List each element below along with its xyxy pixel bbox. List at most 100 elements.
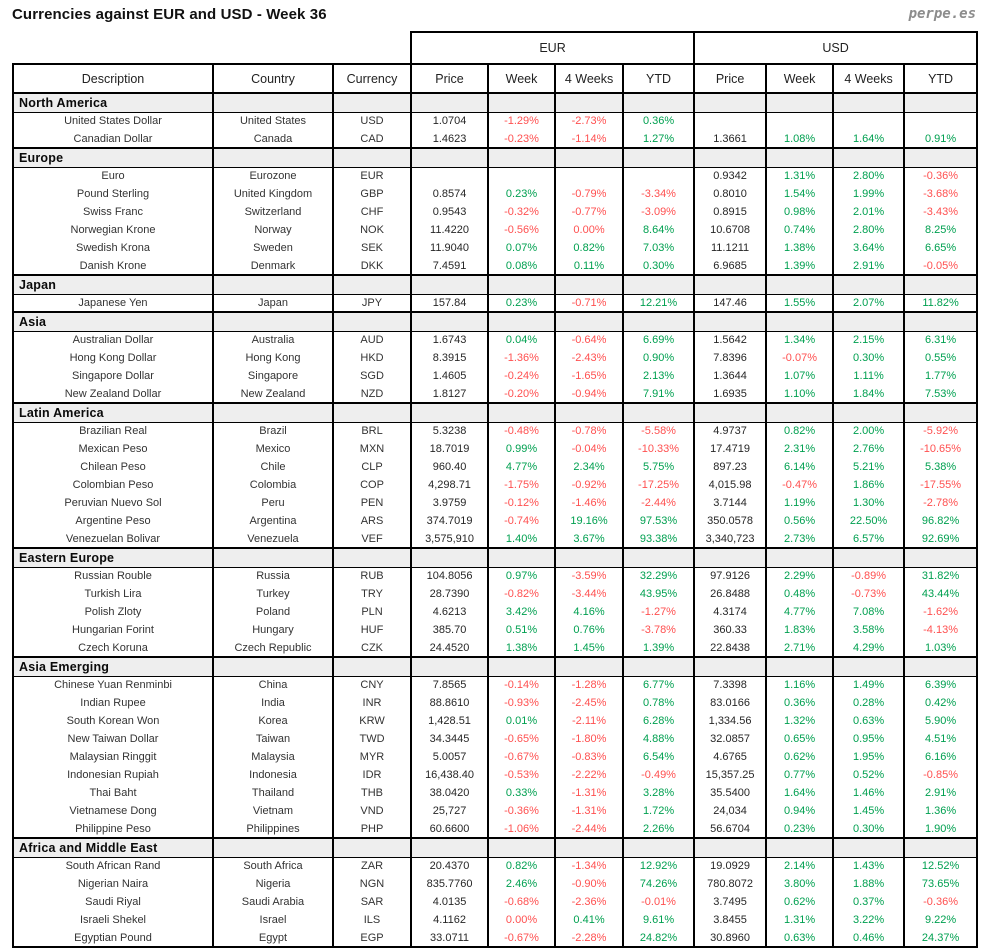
section-fill-eur-4weeks [554, 311, 625, 332]
table-head: EUR USD Description Country Currency Price Wee… [12, 31, 979, 94]
cell-description: Venezuelan Bolivar [12, 530, 214, 548]
cell-eur-price: 0.9543 [410, 203, 490, 221]
section-fill-eur-price [410, 274, 490, 295]
table-row: Colombian Peso Colombia COP 4,298.71 -1.75% -… [12, 476, 979, 494]
cell-usd-price: 32.0857 [693, 730, 768, 748]
cell-eur-price: 5.0057 [410, 748, 490, 766]
cell-eur-4weeks: -2.45% [554, 694, 625, 712]
cell-country: United States [212, 112, 334, 130]
column-header-description: Description [12, 63, 214, 94]
section-fill-eur-4weeks [554, 274, 625, 295]
section-fill-eur-price [410, 656, 490, 677]
cell-currency: CHF [331, 203, 413, 221]
column-header-eur-price: Price [410, 63, 490, 94]
cell-eur-price: 3.9759 [410, 494, 490, 512]
cell-usd-4weeks: 2.01% [832, 203, 906, 221]
cell-description: Philippine Peso [12, 820, 214, 838]
cell-eur-4weeks: -1.31% [554, 802, 625, 820]
section-fill-usd-4weeks [832, 656, 906, 677]
cell-currency: PLN [331, 603, 413, 621]
cell-eur-price: 7.8565 [410, 676, 490, 694]
section-fill-eur-price [410, 147, 490, 168]
cell-country: South Africa [212, 857, 334, 875]
cell-eur-4weeks: -3.59% [554, 567, 625, 585]
cell-eur-price: 25,727 [410, 802, 490, 820]
cell-eur-4weeks: -1.31% [554, 784, 625, 802]
section-fill-usd-4weeks [832, 402, 906, 423]
cell-usd-4weeks: 2.07% [832, 294, 906, 312]
cell-country: Russia [212, 567, 334, 585]
cell-eur-price: 24.4520 [410, 639, 490, 657]
cell-usd-4weeks: 22.50% [832, 512, 906, 530]
section-fill-usd-ytd [903, 274, 979, 295]
cell-country: Venezuela [212, 530, 334, 548]
section-fill-usd-week [765, 147, 835, 168]
section-fill-usd-4weeks [832, 92, 906, 113]
cell-usd-price [693, 112, 768, 130]
table-row: Thai Baht Thailand THB 38.0420 0.33% -1.31% 3.… [12, 784, 979, 802]
cell-country: Norway [212, 221, 334, 239]
cell-eur-price: 8.3915 [410, 349, 490, 367]
cell-eur-price: 835.7760 [410, 875, 490, 893]
cell-currency: BRL [331, 422, 413, 440]
table-row: Malaysian Ringgit Malaysia MYR 5.0057 -0.67%… [12, 748, 979, 766]
cell-eur-ytd: 1.39% [622, 639, 696, 657]
cell-usd-price: 4.3174 [693, 603, 768, 621]
cell-eur-4weeks: -0.90% [554, 875, 625, 893]
section-fill-eur-week [487, 274, 557, 295]
cell-usd-week: 1.54% [765, 185, 835, 203]
cell-usd-ytd: -4.13% [903, 621, 979, 639]
group-header-usd: USD [693, 31, 979, 65]
cell-description: Colombian Peso [12, 476, 214, 494]
cell-country: Peru [212, 494, 334, 512]
cell-currency: HKD [331, 349, 413, 367]
section-fill-eur-price [410, 837, 490, 858]
cell-description: Peruvian Nuevo Sol [12, 494, 214, 512]
cell-usd-ytd: -3.68% [903, 185, 979, 203]
section-fill-usd-price [693, 92, 768, 113]
cell-country: New Zealand [212, 385, 334, 403]
cell-usd-ytd: 2.91% [903, 784, 979, 802]
section-fill-eur-week [487, 92, 557, 113]
cell-country: Canada [212, 130, 334, 148]
column-header-row: Description Country Currency Price Week 4 Wee… [12, 63, 979, 94]
cell-country: Argentina [212, 512, 334, 530]
cell-usd-week: 0.77% [765, 766, 835, 784]
cell-usd-ytd: -17.55% [903, 476, 979, 494]
cell-usd-week: 2.71% [765, 639, 835, 657]
cell-description: Nigerian Naira [12, 875, 214, 893]
cell-eur-price: 0.8574 [410, 185, 490, 203]
section-fill-usd-4weeks [832, 147, 906, 168]
section-fill-eur-ytd [622, 656, 696, 677]
cell-description: Argentine Peso [12, 512, 214, 530]
cell-eur-ytd: -0.01% [622, 893, 696, 911]
cell-usd-ytd: 0.42% [903, 694, 979, 712]
cell-eur-4weeks: 0.00% [554, 221, 625, 239]
column-header-eur-ytd: YTD [622, 63, 696, 94]
cell-eur-ytd: 6.54% [622, 748, 696, 766]
cell-currency: COP [331, 476, 413, 494]
table-row: Pound Sterling United Kingdom GBP 0.8574 0.2… [12, 185, 979, 203]
cell-usd-4weeks: -0.73% [832, 585, 906, 603]
table-row: Canadian Dollar Canada CAD 1.4623 -0.23% -1.1… [12, 130, 979, 148]
cell-description: Norwegian Krone [12, 221, 214, 239]
cell-description: Turkish Lira [12, 585, 214, 603]
cell-eur-price: 4,298.71 [410, 476, 490, 494]
cell-usd-price: 7.3398 [693, 676, 768, 694]
cell-usd-4weeks: 0.95% [832, 730, 906, 748]
cell-usd-ytd: 0.55% [903, 349, 979, 367]
cell-country: Saudi Arabia [212, 893, 334, 911]
cell-usd-week [765, 112, 835, 130]
cell-eur-price: 20.4370 [410, 857, 490, 875]
cell-usd-ytd: -0.85% [903, 766, 979, 784]
cell-eur-week: -0.20% [487, 385, 557, 403]
cell-currency: ILS [331, 911, 413, 929]
cell-eur-week: 0.23% [487, 294, 557, 312]
cell-country: Vietnam [212, 802, 334, 820]
cell-eur-ytd: 4.88% [622, 730, 696, 748]
section-fill-country [212, 402, 334, 423]
cell-eur-week: -0.65% [487, 730, 557, 748]
cell-usd-price: 22.8438 [693, 639, 768, 657]
cell-usd-4weeks: 1.43% [832, 857, 906, 875]
cell-eur-week: 0.01% [487, 712, 557, 730]
